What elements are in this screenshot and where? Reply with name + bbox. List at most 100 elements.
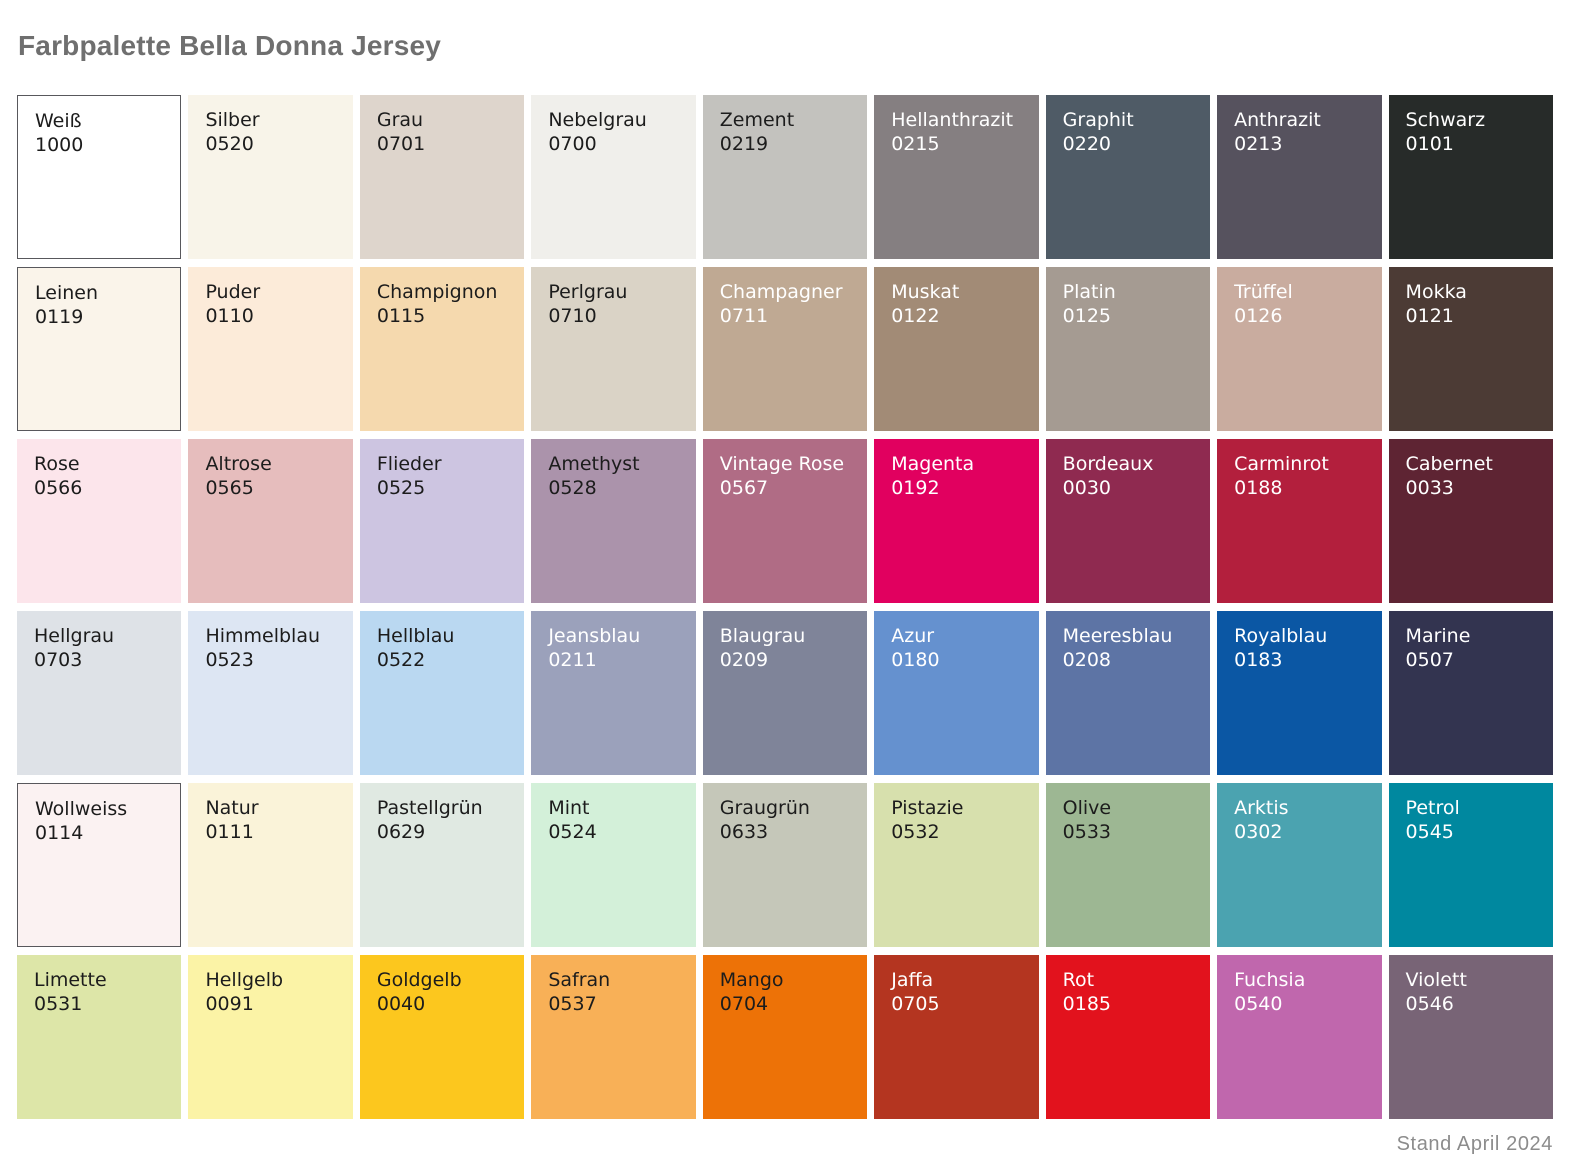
swatch-hellanthrazit: Hellanthrazit 0215 xyxy=(874,95,1039,259)
swatch-name: Nebelgrau xyxy=(548,109,647,131)
swatch-code: 0115 xyxy=(376,305,426,327)
swatch-code: 0528 xyxy=(548,477,597,499)
swatch-name: Goldgelb xyxy=(376,969,462,991)
swatch-rot: Rot 0185 xyxy=(1045,955,1211,1119)
swatch-code: 0710 xyxy=(548,305,597,327)
swatch-code: 0520 xyxy=(205,133,254,155)
swatch-code: 0126 xyxy=(1234,305,1283,327)
swatch-name: Graphit xyxy=(1062,109,1134,131)
swatch-code: 0111 xyxy=(205,821,254,843)
swatch-code: 0122 xyxy=(891,305,940,327)
swatch-code: 0711 xyxy=(719,305,769,327)
swatch-code: 0101 xyxy=(1405,133,1454,155)
swatch-olive: Olive 0533 xyxy=(1045,783,1211,947)
swatch-jaffa: Jaffa 0705 xyxy=(874,955,1039,1119)
swatch-carminrot: Carminrot 0188 xyxy=(1217,439,1382,603)
swatch-name: Fuchsia xyxy=(1234,969,1306,991)
swatch-name: Rose xyxy=(34,453,80,475)
swatch-code: 0125 xyxy=(1062,305,1112,327)
swatch-code: 0703 xyxy=(34,649,83,671)
swatch-name: Marine xyxy=(1405,625,1471,647)
swatch-violett: Violett 0546 xyxy=(1388,955,1553,1119)
swatch-fuchsia: Fuchsia 0540 xyxy=(1217,955,1382,1119)
swatch-code: 0700 xyxy=(548,133,597,155)
swatch-code: 0213 xyxy=(1234,133,1283,155)
swatch-silber: Silber 0520 xyxy=(188,95,353,259)
swatch-name: Graugrün xyxy=(719,797,810,819)
swatch-name: Meeresblau xyxy=(1062,625,1173,647)
swatch-code: 0091 xyxy=(205,993,254,1015)
swatch-code: 0701 xyxy=(376,133,426,155)
swatch-jeansblau: Jeansblau 0211 xyxy=(531,611,696,775)
swatch-code: 0633 xyxy=(719,821,769,843)
swatch-name: Hellgelb xyxy=(205,969,284,991)
swatch-code: 0565 xyxy=(205,477,254,499)
palette-grid: Weiß 1000 Silber 0520 Grau 0701 Nebelgrau 0700 Z… xyxy=(17,95,1553,1119)
swatch-altrose: Altrose 0565 xyxy=(188,439,353,603)
swatch-code: 0533 xyxy=(1062,821,1112,843)
swatch-name: Violett xyxy=(1405,969,1467,991)
swatch-blaugrau: Blaugrau 0209 xyxy=(702,611,868,775)
swatch-puder: Puder 0110 xyxy=(188,267,353,431)
swatch-code: 0705 xyxy=(891,993,940,1015)
swatch-name: Hellblau xyxy=(376,625,455,647)
swatch-graphit: Graphit 0220 xyxy=(1045,95,1211,259)
swatch-name: Azur xyxy=(891,625,935,647)
swatch-name: Champagner xyxy=(719,281,843,303)
swatch-code: 0566 xyxy=(34,477,83,499)
swatch-name: Olive xyxy=(1062,797,1112,819)
swatch-mint: Mint 0524 xyxy=(531,783,696,947)
swatch-flieder: Flieder 0525 xyxy=(359,439,525,603)
swatch-code: 0531 xyxy=(34,993,83,1015)
swatch-name: Muskat xyxy=(891,281,960,303)
swatch-code: 0119 xyxy=(35,306,84,328)
swatch-name: Safran xyxy=(548,969,611,991)
swatch-code: 0523 xyxy=(205,649,254,671)
swatch-name: Anthrazit xyxy=(1234,109,1321,131)
swatch-name: Mokka xyxy=(1405,281,1467,303)
swatch-name: Natur xyxy=(205,797,259,819)
swatch-vintage-rose: Vintage Rose 0567 xyxy=(702,439,868,603)
swatch-code: 0188 xyxy=(1234,477,1283,499)
swatch-leinen: Leinen 0119 xyxy=(17,267,182,431)
swatch-hellgelb: Hellgelb 0091 xyxy=(188,955,353,1119)
swatch-name: Cabernet xyxy=(1405,453,1493,475)
swatch-name: Zement xyxy=(719,109,795,131)
swatch-code: 0704 xyxy=(719,993,769,1015)
swatch-code: 0540 xyxy=(1234,993,1283,1015)
swatch-weiss: Weiß 1000 xyxy=(17,95,182,259)
swatch-name: Pastellgrün xyxy=(376,797,483,819)
swatch-limette: Limette 0531 xyxy=(17,955,182,1119)
swatch-champignon: Champignon 0115 xyxy=(359,267,525,431)
swatch-name: Trüffel xyxy=(1234,281,1293,303)
swatch-name: Schwarz xyxy=(1405,109,1486,131)
swatch-code: 0121 xyxy=(1405,305,1454,327)
swatch-himmelblau: Himmelblau 0523 xyxy=(188,611,353,775)
swatch-name: Hellgrau xyxy=(34,625,115,647)
swatch-name: Bordeaux xyxy=(1062,453,1154,475)
swatch-name: Royalblau xyxy=(1234,625,1328,647)
swatch-code: 0114 xyxy=(35,822,84,844)
swatch-code: 0040 xyxy=(376,993,426,1015)
swatch-name: Silber xyxy=(205,109,260,131)
swatch-pastellgrun: Pastellgrün 0629 xyxy=(359,783,525,947)
swatch-code: 0185 xyxy=(1062,993,1112,1015)
swatch-mokka: Mokka 0121 xyxy=(1388,267,1553,431)
swatch-name: Blaugrau xyxy=(719,625,806,647)
swatch-code: 0211 xyxy=(548,649,597,671)
swatch-name: Magenta xyxy=(891,453,975,475)
swatch-code: 0215 xyxy=(891,133,940,155)
swatch-name: Puder xyxy=(205,281,261,303)
swatch-nebelgrau: Nebelgrau 0700 xyxy=(531,95,696,259)
swatch-muskat: Muskat 0122 xyxy=(874,267,1039,431)
swatch-name: Wollweiss xyxy=(35,798,128,820)
swatch-code: 0220 xyxy=(1062,133,1112,155)
swatch-name: Grau xyxy=(376,109,424,131)
swatch-anthrazit: Anthrazit 0213 xyxy=(1217,95,1382,259)
swatch-code: 0219 xyxy=(719,133,769,155)
footer-date-note: Stand April 2024 xyxy=(1396,1133,1553,1155)
swatch-azur: Azur 0180 xyxy=(874,611,1039,775)
swatch-pistazie: Pistazie 0532 xyxy=(874,783,1039,947)
swatch-perlgrau: Perlgrau 0710 xyxy=(531,267,696,431)
swatch-schwarz: Schwarz 0101 xyxy=(1388,95,1553,259)
